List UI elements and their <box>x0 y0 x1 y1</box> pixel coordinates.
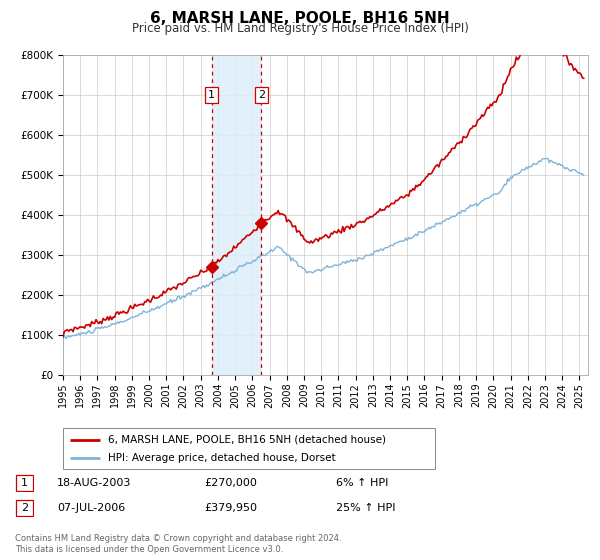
Text: 6% ↑ HPI: 6% ↑ HPI <box>336 478 388 488</box>
Text: Contains HM Land Registry data © Crown copyright and database right 2024.: Contains HM Land Registry data © Crown c… <box>15 534 341 543</box>
Text: 6, MARSH LANE, POOLE, BH16 5NH: 6, MARSH LANE, POOLE, BH16 5NH <box>150 11 450 26</box>
Text: 25% ↑ HPI: 25% ↑ HPI <box>336 503 395 513</box>
Text: 18-AUG-2003: 18-AUG-2003 <box>57 478 131 488</box>
Text: This data is licensed under the Open Government Licence v3.0.: This data is licensed under the Open Gov… <box>15 545 283 554</box>
FancyBboxPatch shape <box>16 475 33 491</box>
Text: 2: 2 <box>258 90 265 100</box>
Text: 1: 1 <box>21 478 28 488</box>
FancyBboxPatch shape <box>63 428 435 469</box>
Text: 6, MARSH LANE, POOLE, BH16 5NH (detached house): 6, MARSH LANE, POOLE, BH16 5NH (detached… <box>107 435 386 445</box>
FancyBboxPatch shape <box>16 500 33 516</box>
Text: £379,950: £379,950 <box>204 503 257 513</box>
Text: £270,000: £270,000 <box>204 478 257 488</box>
Text: 2: 2 <box>21 503 28 513</box>
Text: Price paid vs. HM Land Registry's House Price Index (HPI): Price paid vs. HM Land Registry's House … <box>131 22 469 35</box>
Text: HPI: Average price, detached house, Dorset: HPI: Average price, detached house, Dors… <box>107 453 335 463</box>
Text: 07-JUL-2006: 07-JUL-2006 <box>57 503 125 513</box>
Text: 1: 1 <box>208 90 215 100</box>
